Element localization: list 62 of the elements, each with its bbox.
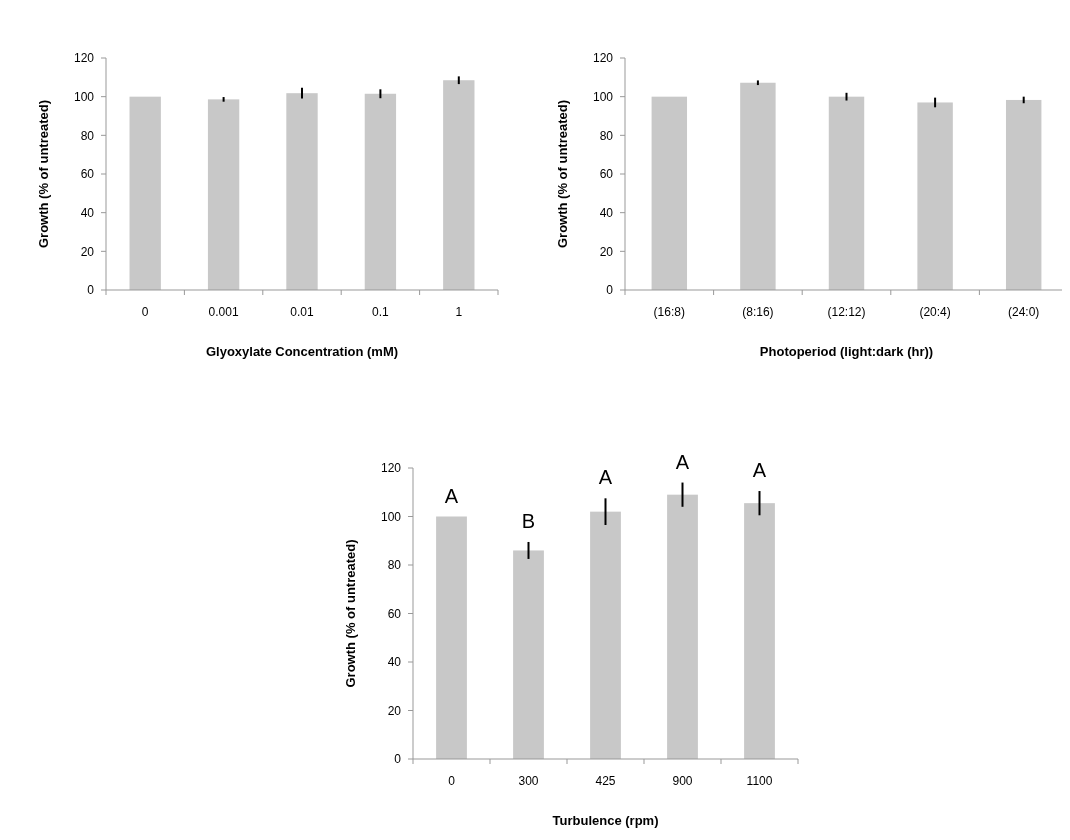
y-tick-label: 60 [599, 167, 614, 182]
x-tick-label: (24:0) [1008, 305, 1040, 319]
y-tick-label: 120 [380, 461, 402, 476]
bar [443, 80, 475, 290]
y-tick-label: 100 [73, 89, 95, 104]
y-tick-label: 120 [592, 51, 614, 66]
bar [436, 516, 467, 759]
x-axis-title: Glyoxylate Concentration (mM) [205, 344, 399, 359]
x-tick-label: 1 [455, 305, 463, 319]
bar [740, 82, 776, 290]
x-tick-label: 0 [141, 305, 149, 319]
x-tick-label: 0.001 [208, 305, 239, 319]
y-axis-title: Growth (% of untreated) [343, 539, 358, 688]
bar [917, 102, 953, 290]
y-tick-label: 100 [380, 509, 402, 524]
y-tick-label: 60 [80, 167, 95, 182]
bar [828, 96, 865, 290]
x-tick-label: 900 [672, 774, 693, 788]
annotation: A [675, 450, 690, 473]
x-tick-label: 0 [448, 774, 456, 788]
bar [651, 96, 688, 290]
bar [364, 93, 397, 290]
y-tick-label: 0 [87, 283, 95, 298]
y-tick-label: 40 [80, 205, 95, 220]
y-tick-label: 120 [73, 51, 95, 66]
y-axis-title: Growth (% of untreated) [555, 99, 570, 249]
y-tick-label: 80 [599, 128, 614, 143]
bar [590, 511, 621, 759]
bar [1005, 99, 1042, 290]
annotation: B [521, 509, 536, 532]
x-axis-title: Turbulence (rpm) [552, 813, 659, 828]
annotation: A [598, 466, 613, 489]
y-tick-label: 0 [606, 283, 614, 298]
x-tick-label: 1100 [746, 774, 773, 788]
y-tick-label: 20 [80, 244, 95, 259]
y-tick-label: 20 [387, 703, 402, 718]
y-tick-label: 40 [599, 205, 614, 220]
y-axis-title: Growth (% of untreated) [36, 99, 51, 249]
y-tick-label: 60 [387, 606, 402, 621]
bar [129, 96, 161, 290]
y-tick-label: 80 [387, 558, 402, 573]
bar [286, 93, 318, 290]
y-tick-label: 80 [80, 128, 95, 143]
bar [744, 503, 775, 759]
y-tick-label: 20 [599, 244, 614, 259]
x-tick-label: (8:16) [742, 305, 774, 319]
x-axis-title: Photoperiod (light:dark (hr)) [759, 344, 934, 359]
bar [513, 550, 544, 759]
annotation: A [444, 484, 459, 507]
y-tick-label: 40 [387, 655, 402, 670]
x-tick-label: (16:8) [653, 305, 685, 319]
x-tick-label: 425 [595, 774, 616, 788]
x-tick-label: 0.1 [372, 305, 390, 319]
y-tick-label: 0 [394, 752, 402, 767]
x-tick-label: 0.01 [290, 305, 314, 319]
bar [207, 99, 240, 290]
bar [667, 494, 698, 759]
x-tick-label: 300 [518, 774, 539, 788]
annotation: A [752, 459, 767, 482]
y-tick-label: 100 [592, 89, 614, 104]
x-tick-label: (20:4) [919, 305, 951, 319]
x-tick-label: (12:12) [827, 305, 866, 319]
